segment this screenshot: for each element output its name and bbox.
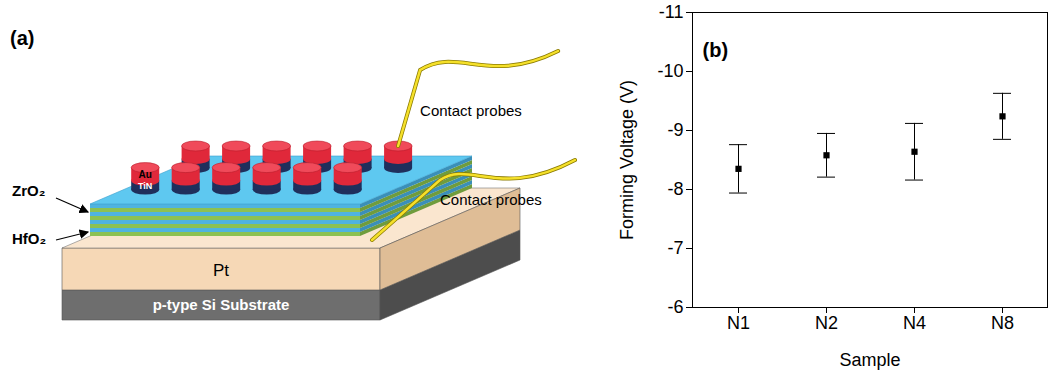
svg-text:ZrO₂: ZrO₂: [12, 182, 45, 199]
svg-text:N8: N8: [991, 313, 1014, 333]
svg-text:(a): (a): [10, 27, 34, 49]
svg-text:-9: -9: [667, 120, 683, 140]
svg-text:Forming Voltage (V): Forming Voltage (V): [617, 80, 637, 240]
svg-text:(b): (b): [703, 39, 729, 61]
svg-text:Au: Au: [139, 169, 152, 180]
svg-text:p-type Si Substrate: p-type Si Substrate: [153, 296, 290, 313]
svg-text:N1: N1: [727, 313, 750, 333]
svg-text:-7: -7: [667, 238, 683, 258]
svg-text:-10: -10: [657, 61, 683, 81]
svg-text:Contact probes: Contact probes: [420, 102, 522, 119]
svg-text:-11: -11: [659, 2, 684, 22]
svg-text:Sample: Sample: [839, 350, 900, 370]
svg-text:Pt: Pt: [213, 261, 229, 280]
svg-text:TiN: TiN: [138, 181, 152, 191]
svg-text:HfO₂: HfO₂: [12, 230, 46, 247]
svg-text:N4: N4: [903, 313, 926, 333]
svg-text:-8: -8: [667, 179, 683, 199]
svg-text:-6: -6: [667, 297, 683, 317]
svg-text:N2: N2: [815, 313, 838, 333]
svg-text:Contact probes: Contact probes: [440, 191, 542, 208]
